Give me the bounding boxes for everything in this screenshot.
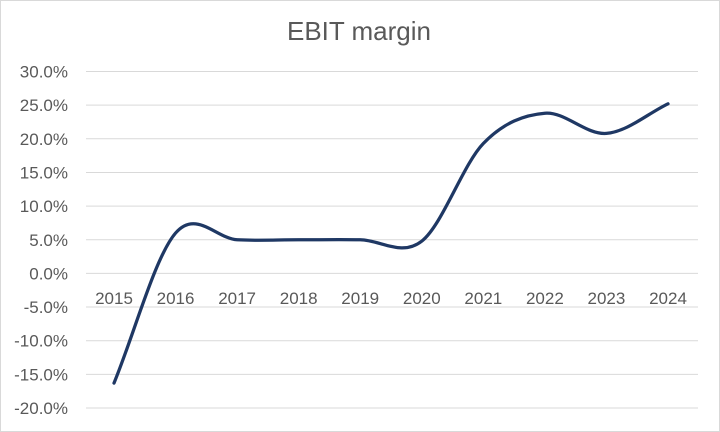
gridlines xyxy=(86,71,698,409)
series-line xyxy=(112,102,670,385)
y-tick-label: -15.0% xyxy=(14,365,68,384)
y-tick-label: 30.0% xyxy=(20,63,68,82)
x-axis-labels: 2015 2016 2017 2018 2019 2020 2021 2022 2023 2024 xyxy=(95,289,687,308)
y-tick-label: -5.0% xyxy=(24,298,68,317)
x-tick-label: 2018 xyxy=(280,289,318,308)
series-lines xyxy=(112,102,670,385)
x-tick-label: 2023 xyxy=(588,289,626,308)
x-tick-label: 2019 xyxy=(341,289,379,308)
x-tick-label: 2016 xyxy=(157,289,195,308)
y-tick-label: 10.0% xyxy=(20,197,68,216)
x-tick-label: 2024 xyxy=(649,289,687,308)
y-tick-label: 20.0% xyxy=(20,130,68,149)
y-tick-label: 0.0% xyxy=(29,264,68,283)
x-tick-label: 2021 xyxy=(464,289,502,308)
y-tick-label: 25.0% xyxy=(20,96,68,115)
y-tick-label: -20.0% xyxy=(14,399,68,418)
y-tick-label: 5.0% xyxy=(29,231,68,250)
y-tick-label: -10.0% xyxy=(14,332,68,351)
x-tick-label: 2020 xyxy=(403,289,441,308)
x-tick-label: 2015 xyxy=(95,289,133,308)
y-axis-labels: 30.0% 25.0% 20.0% 15.0% 10.0% 5.0% 0.0% -5.0% -1… xyxy=(14,63,68,419)
y-tick-label: 15.0% xyxy=(20,163,68,182)
chart-title: EBIT margin xyxy=(287,16,431,46)
x-tick-label: 2022 xyxy=(526,289,564,308)
x-tick-label: 2017 xyxy=(218,289,256,308)
